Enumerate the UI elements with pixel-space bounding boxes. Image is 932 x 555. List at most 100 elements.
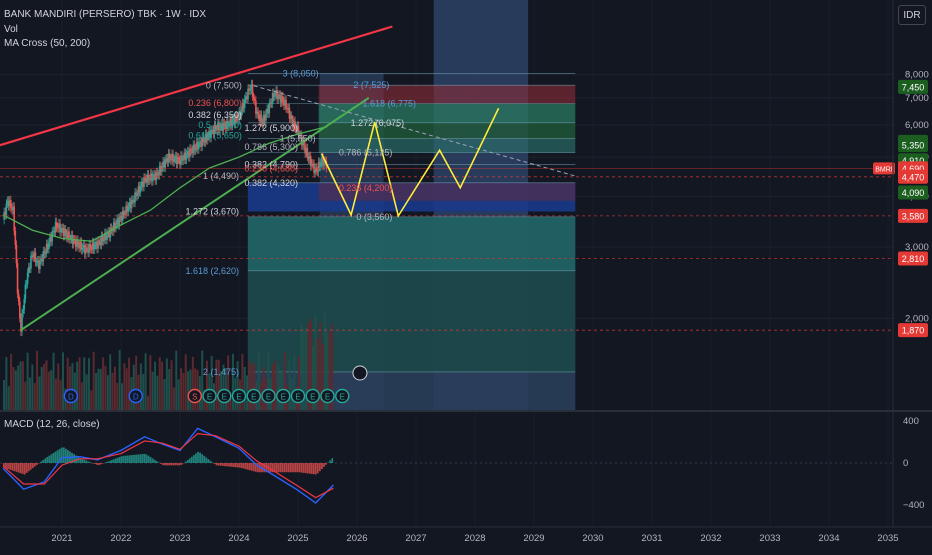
macd-hist-bar xyxy=(287,463,290,473)
price-axis-label: 3,000 xyxy=(905,242,929,253)
candle-body xyxy=(7,200,10,207)
macd-hist-bar xyxy=(290,463,292,473)
ma-cross-legend[interactable]: MA Cross (50, 200) xyxy=(4,38,91,49)
macd-hist-bar xyxy=(128,455,131,463)
volume-bar xyxy=(95,372,98,410)
volume-bar xyxy=(163,379,166,410)
volume-bar xyxy=(260,382,263,410)
volume-bar xyxy=(85,374,88,410)
candle-body xyxy=(300,134,303,146)
candle-body xyxy=(15,244,18,264)
macd-hist-bar xyxy=(147,455,150,463)
volume-bar xyxy=(161,361,164,410)
event-marker: E xyxy=(320,388,335,404)
volume-legend[interactable]: Vol xyxy=(4,24,18,35)
event-marker: D xyxy=(63,388,79,404)
candle-body xyxy=(314,167,316,174)
macd-hist-bar xyxy=(71,452,73,463)
candle-body xyxy=(224,125,227,130)
macd-axis-label: 0 xyxy=(903,458,908,469)
volume-bar xyxy=(184,354,187,410)
resistance-trendline xyxy=(0,25,393,147)
macd-hist-bar xyxy=(133,454,135,463)
event-marker-letter: E xyxy=(251,393,256,402)
volume-bar xyxy=(121,383,123,410)
candle-body xyxy=(295,127,297,131)
macd-hist-bar xyxy=(318,463,321,472)
volume-bar xyxy=(262,367,265,410)
volume-bar xyxy=(276,364,279,410)
price-marker-label: 4,090 xyxy=(902,188,925,198)
macd-hist-bar xyxy=(230,463,232,467)
fib-label: 2 (1,475) xyxy=(203,367,239,377)
volume-bar xyxy=(5,357,8,410)
macd-hist-bar xyxy=(254,463,257,472)
macd-hist-bar xyxy=(83,459,86,463)
time-axis-label: 2022 xyxy=(110,533,131,544)
volume-bar xyxy=(87,358,90,410)
fib-label: 3 (8,050) xyxy=(283,68,319,78)
candle-body xyxy=(126,205,129,212)
candle-body xyxy=(24,284,27,299)
candle-body xyxy=(123,211,125,215)
macd-hist-bar xyxy=(228,463,230,467)
macd-hist-bar xyxy=(176,463,179,466)
candle-body xyxy=(23,298,26,310)
macd-hist-bar xyxy=(298,463,301,473)
candle-body xyxy=(264,115,266,121)
candle-body xyxy=(55,221,58,228)
fib-label: 1 (5,550) xyxy=(280,134,316,144)
macd-hist-bar xyxy=(118,456,121,463)
macd-hist-bar xyxy=(316,463,319,474)
macd-hist-bar xyxy=(312,463,315,475)
candle-body xyxy=(60,228,62,233)
price-marker-label: 5,350 xyxy=(902,141,925,151)
candle-body xyxy=(315,167,318,171)
macd-hist-bar xyxy=(23,463,26,475)
volume-bar xyxy=(3,380,5,410)
candle-body xyxy=(307,156,310,160)
candle-body xyxy=(170,158,172,161)
macd-hist-bar xyxy=(38,463,40,464)
candle-body xyxy=(41,258,43,262)
macd-hist-bar xyxy=(102,463,104,464)
fib-label: 0.236 (6,800) xyxy=(188,98,242,108)
candle-body xyxy=(205,133,208,141)
volume-bar xyxy=(38,376,41,410)
volume-bar xyxy=(227,355,230,410)
candle-body xyxy=(81,247,84,250)
price-marker-bg xyxy=(898,323,928,338)
macd-hist-bar xyxy=(29,463,32,470)
macd-hist-bar xyxy=(27,463,30,472)
volume-bar xyxy=(146,395,149,410)
macd-hist-bar xyxy=(56,450,59,463)
candle-body xyxy=(199,141,201,143)
macd-hist-bar xyxy=(157,462,160,463)
price-marker: 7,450 xyxy=(898,79,928,94)
time-axis-label: 2032 xyxy=(700,533,721,544)
macd-hist-bar xyxy=(223,463,226,467)
macd-hist-bar xyxy=(248,463,251,471)
candle-body xyxy=(100,235,103,245)
macd-axis-label: 400 xyxy=(903,416,919,427)
candle-body xyxy=(309,156,312,167)
candle-body xyxy=(104,232,106,240)
target-zone-2 xyxy=(247,270,576,372)
macd-hist-bar xyxy=(149,457,152,463)
candle-body xyxy=(214,124,217,130)
candle-body xyxy=(259,114,262,122)
fib-label: 0 (7,500) xyxy=(206,81,242,91)
price-marker: 5,350 xyxy=(898,138,928,153)
event-marker-letter: E xyxy=(295,393,300,402)
macd-hist-bar xyxy=(279,463,282,473)
time-axis-label: 2033 xyxy=(759,533,780,544)
candle-body xyxy=(12,206,14,211)
volume-bar xyxy=(175,350,178,410)
macd-hist-bar xyxy=(141,454,144,463)
macd-legend[interactable]: MACD (12, 26, close) xyxy=(4,419,100,430)
candle-body xyxy=(49,236,51,243)
volume-bar xyxy=(189,369,192,410)
currency-button[interactable]: IDR xyxy=(898,5,926,25)
